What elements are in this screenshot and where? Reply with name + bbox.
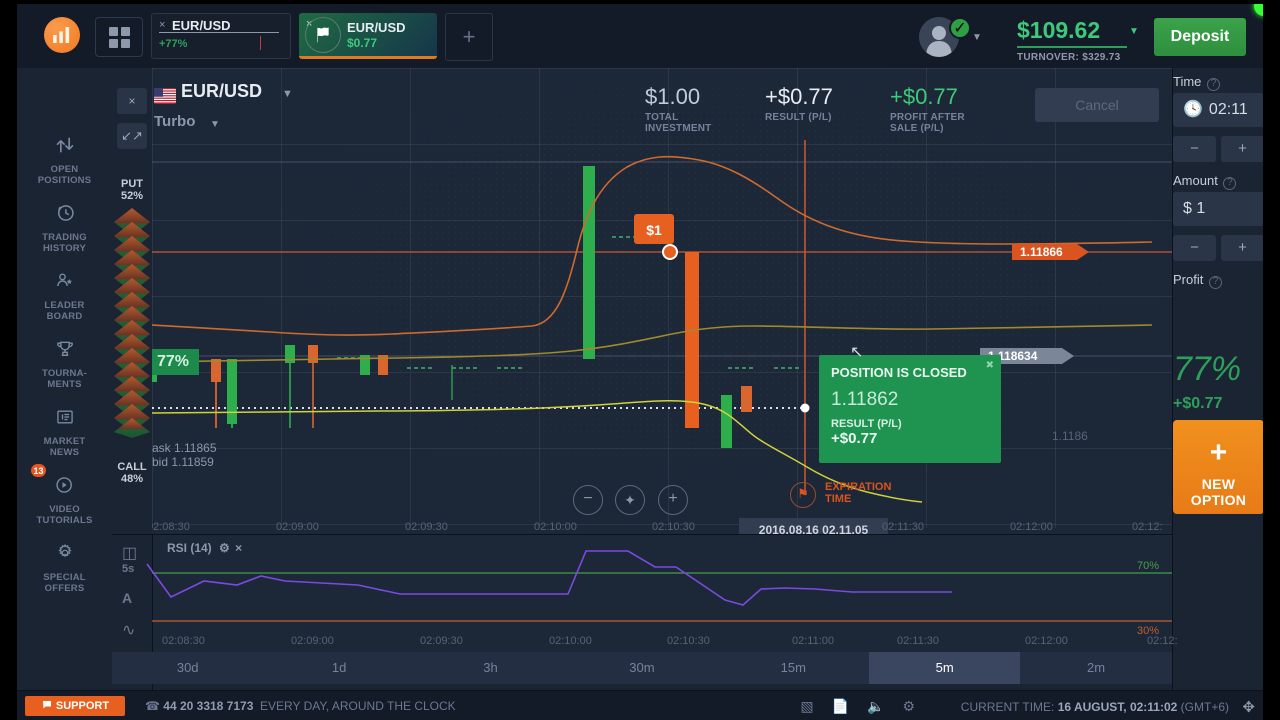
svg-text:1.1186: 1.1186 [1052, 429, 1088, 443]
svg-text:1.11866: 1.11866 [1020, 245, 1063, 259]
svg-text:$1: $1 [646, 222, 662, 238]
svg-text:70%: 70% [1137, 560, 1159, 572]
